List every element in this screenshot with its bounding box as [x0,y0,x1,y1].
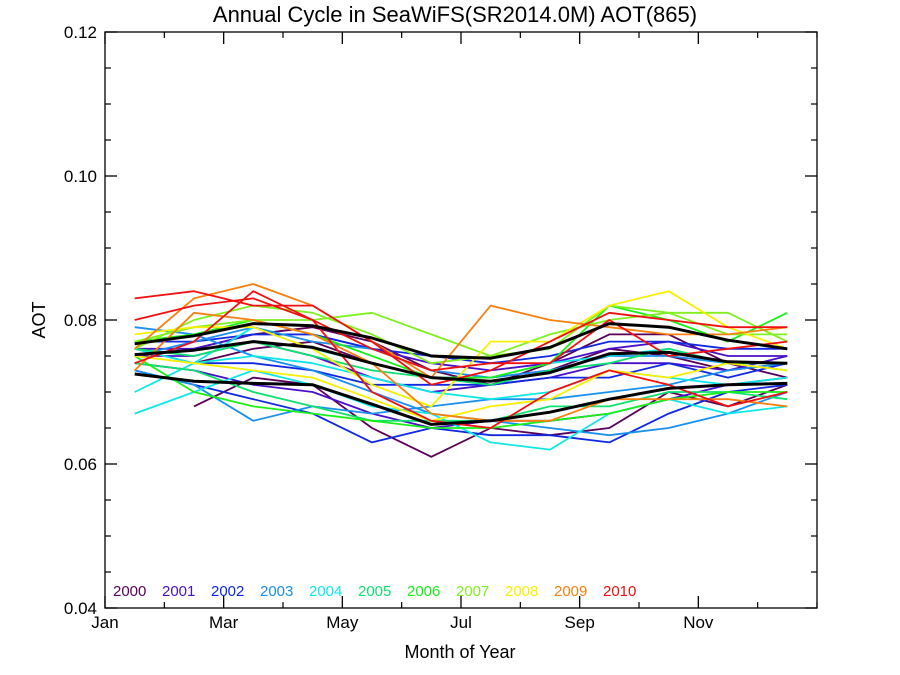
chart-title: Annual Cycle in SeaWiFS(SR2014.0M) AOT(8… [213,2,697,27]
ticks-layer: Jan Mar May Jul Sep Nov 0.04 0.06 0.08 0.10 0.12 [64,23,818,632]
series-line-2002 [134,347,788,386]
legend-entry-2005: 2005 [358,583,391,600]
series-line-2004 [134,355,788,401]
series-line-2006 [134,355,788,429]
series-line-2008 [134,290,788,408]
y-tick-label: 0.04 [64,599,97,618]
legend-entry-2004: 2004 [309,583,342,600]
series-line-2000 [193,376,788,458]
series-line-2008 [134,355,788,422]
x-tick-label: Nov [683,613,714,632]
series-line-2009 [134,311,788,422]
legend-entry-2001: 2001 [162,583,195,600]
y-axis-label: AOT [29,301,49,338]
mean-series-line [134,322,788,360]
x-tick-label: Jul [450,613,472,632]
y-tick-label: 0.10 [64,167,97,186]
mean-series-line [134,340,788,383]
x-axis-label: Month of Year [404,642,515,662]
series-line-2007 [134,311,788,357]
x-tick-label: Jan [91,613,118,632]
series-line-2003 [134,362,788,422]
series-layer [134,283,788,458]
y-tick-label: 0.06 [64,455,97,474]
x-tick-label: Sep [565,613,595,632]
x-tick-label: Mar [209,613,239,632]
legend-entry-2002: 2002 [211,583,244,600]
plot-frame [104,31,818,609]
series-line-2002 [134,369,788,444]
legend-entry-2007: 2007 [456,583,489,600]
legend-entry-2010: 2010 [603,583,636,600]
series-line-2005 [134,362,788,422]
legend-entry-2003: 2003 [260,583,293,600]
series-line-2009 [134,283,788,379]
y-tick-label: 0.12 [64,23,97,42]
legend-entry-2009: 2009 [554,583,587,600]
legend-entry-2000: 2000 [113,583,146,600]
series-line-2010 [134,290,788,386]
x-tick-label: May [326,613,359,632]
series-line-2007 [134,304,788,365]
legend: 2000 2001 2002 2003 2004 2005 2006 2007 2008 2009… [113,583,636,600]
y-tick-label: 0.08 [64,311,97,330]
legend-entry-2006: 2006 [407,583,440,600]
legend-entry-2008: 2008 [505,583,538,600]
mean-series-line [134,372,788,426]
